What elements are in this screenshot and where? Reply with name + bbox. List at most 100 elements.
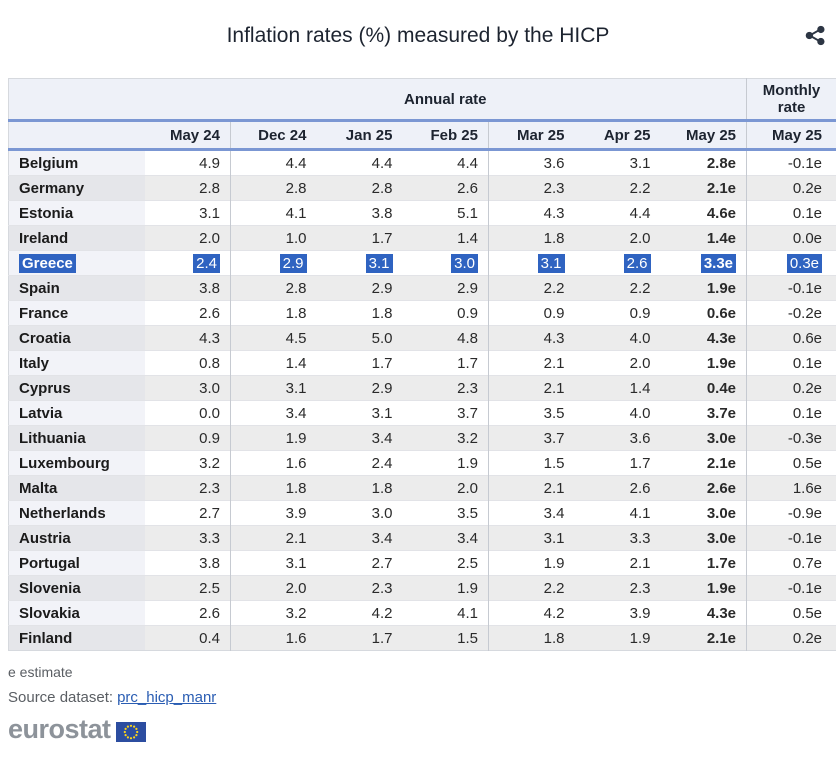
annual-rate-cell[interactable]: 1.5 [403, 626, 489, 651]
annual-rate-cell[interactable]: 1.7 [575, 451, 661, 476]
annual-rate-cell[interactable]: 0.6e [661, 301, 747, 326]
annual-rate-cell[interactable]: 1.9 [403, 451, 489, 476]
monthly-rate-cell[interactable]: -0.2e [747, 301, 836, 326]
annual-rate-cell[interactable]: 3.8 [317, 201, 403, 226]
annual-rate-cell[interactable]: 1.6 [231, 451, 317, 476]
annual-rate-cell[interactable]: 4.3e [661, 326, 747, 351]
monthly-rate-cell[interactable]: 0.2e [747, 176, 836, 201]
annual-rate-cell[interactable]: 2.9 [317, 276, 403, 301]
country-label[interactable]: Slovakia [9, 601, 145, 626]
annual-rate-cell[interactable]: 2.0 [145, 226, 231, 251]
annual-rate-cell[interactable]: 0.9 [575, 301, 661, 326]
country-label[interactable]: Austria [9, 526, 145, 551]
annual-rate-cell[interactable]: 4.4 [317, 150, 403, 176]
monthly-rate-cell[interactable]: 0.1e [747, 401, 836, 426]
annual-rate-cell[interactable]: 3.6 [489, 150, 575, 176]
annual-rate-cell[interactable]: 0.9 [489, 301, 575, 326]
annual-rate-cell[interactable]: 2.5 [145, 576, 231, 601]
annual-rate-cell[interactable]: 2.3 [145, 476, 231, 501]
annual-rate-cell[interactable]: 2.1e [661, 626, 747, 651]
annual-rate-cell[interactable]: 4.1 [403, 601, 489, 626]
annual-rate-cell[interactable]: 4.4 [403, 150, 489, 176]
annual-rate-cell[interactable]: 4.1 [575, 501, 661, 526]
monthly-rate-cell[interactable]: 0.2e [747, 376, 836, 401]
annual-rate-cell[interactable]: 1.8 [489, 626, 575, 651]
annual-rate-cell[interactable]: 5.0 [317, 326, 403, 351]
annual-rate-cell[interactable]: 1.9 [403, 576, 489, 601]
annual-rate-cell[interactable]: 4.5 [231, 326, 317, 351]
annual-rate-cell[interactable]: 3.1 [575, 150, 661, 176]
annual-rate-cell[interactable]: 2.3 [317, 576, 403, 601]
annual-rate-cell[interactable]: 3.0e [661, 526, 747, 551]
annual-rate-cell[interactable]: 3.5 [403, 501, 489, 526]
annual-rate-cell[interactable]: 2.0 [575, 226, 661, 251]
monthly-rate-cell[interactable]: 0.1e [747, 351, 836, 376]
annual-rate-cell[interactable]: 2.7 [145, 501, 231, 526]
monthly-rate-cell[interactable]: -0.1e [747, 150, 836, 176]
annual-rate-cell[interactable]: 3.4 [403, 526, 489, 551]
monthly-rate-cell[interactable]: 0.0e [747, 226, 836, 251]
monthly-rate-cell[interactable]: 1.6e [747, 476, 836, 501]
monthly-rate-cell[interactable]: 0.1e [747, 201, 836, 226]
annual-rate-cell[interactable]: 2.6e [661, 476, 747, 501]
annual-rate-cell[interactable]: 2.3 [403, 376, 489, 401]
annual-rate-cell[interactable]: 1.7 [317, 226, 403, 251]
annual-rate-cell[interactable]: 3.4 [317, 426, 403, 451]
annual-rate-cell[interactable]: 3.2 [145, 451, 231, 476]
annual-rate-cell[interactable]: 0.4 [145, 626, 231, 651]
annual-rate-cell[interactable]: 1.6 [231, 626, 317, 651]
annual-rate-cell[interactable]: 3.7 [403, 401, 489, 426]
annual-rate-cell[interactable]: 3.7 [489, 426, 575, 451]
annual-rate-cell[interactable]: 3.7e [661, 401, 747, 426]
annual-rate-cell[interactable]: 4.3e [661, 601, 747, 626]
annual-rate-cell[interactable]: 2.2 [575, 276, 661, 301]
annual-rate-cell[interactable]: 2.2 [489, 576, 575, 601]
country-label[interactable]: Lithuania [9, 426, 145, 451]
annual-rate-cell[interactable]: 1.4 [231, 351, 317, 376]
country-label[interactable]: France [9, 301, 145, 326]
annual-rate-cell[interactable]: 3.0e [661, 426, 747, 451]
annual-rate-cell[interactable]: 2.4 [145, 251, 231, 276]
annual-rate-cell[interactable]: 1.7 [317, 351, 403, 376]
annual-rate-cell[interactable]: 4.9 [145, 150, 231, 176]
annual-rate-cell[interactable]: 3.1 [489, 526, 575, 551]
monthly-rate-cell[interactable]: 0.3e [747, 251, 836, 276]
annual-rate-cell[interactable]: 1.9e [661, 576, 747, 601]
country-label[interactable]: Netherlands [9, 501, 145, 526]
annual-rate-cell[interactable]: 3.0 [145, 376, 231, 401]
monthly-rate-cell[interactable]: -0.1e [747, 526, 836, 551]
monthly-rate-cell[interactable]: -0.9e [747, 501, 836, 526]
annual-rate-cell[interactable]: 1.9 [231, 426, 317, 451]
annual-rate-cell[interactable]: 3.1 [489, 251, 575, 276]
annual-rate-cell[interactable]: 2.9 [231, 251, 317, 276]
annual-rate-cell[interactable]: 3.9 [575, 601, 661, 626]
annual-rate-cell[interactable]: 1.8 [317, 476, 403, 501]
monthly-rate-cell[interactable]: 0.7e [747, 551, 836, 576]
annual-rate-cell[interactable]: 2.3 [575, 576, 661, 601]
annual-rate-cell[interactable]: 2.9 [403, 276, 489, 301]
annual-rate-cell[interactable]: 1.4e [661, 226, 747, 251]
annual-rate-cell[interactable]: 2.1 [489, 476, 575, 501]
annual-rate-cell[interactable]: 0.8 [145, 351, 231, 376]
annual-rate-cell[interactable]: 1.8 [489, 226, 575, 251]
annual-rate-cell[interactable]: 4.6e [661, 201, 747, 226]
monthly-rate-cell[interactable]: 0.6e [747, 326, 836, 351]
annual-rate-cell[interactable]: 1.7e [661, 551, 747, 576]
annual-rate-cell[interactable]: 0.4e [661, 376, 747, 401]
annual-rate-cell[interactable]: 2.1 [231, 526, 317, 551]
annual-rate-cell[interactable]: 3.0 [403, 251, 489, 276]
annual-rate-cell[interactable]: 1.0 [231, 226, 317, 251]
country-label[interactable]: Italy [9, 351, 145, 376]
annual-rate-cell[interactable]: 3.6 [575, 426, 661, 451]
annual-rate-cell[interactable]: 0.9 [145, 426, 231, 451]
annual-rate-cell[interactable]: 3.4 [231, 401, 317, 426]
